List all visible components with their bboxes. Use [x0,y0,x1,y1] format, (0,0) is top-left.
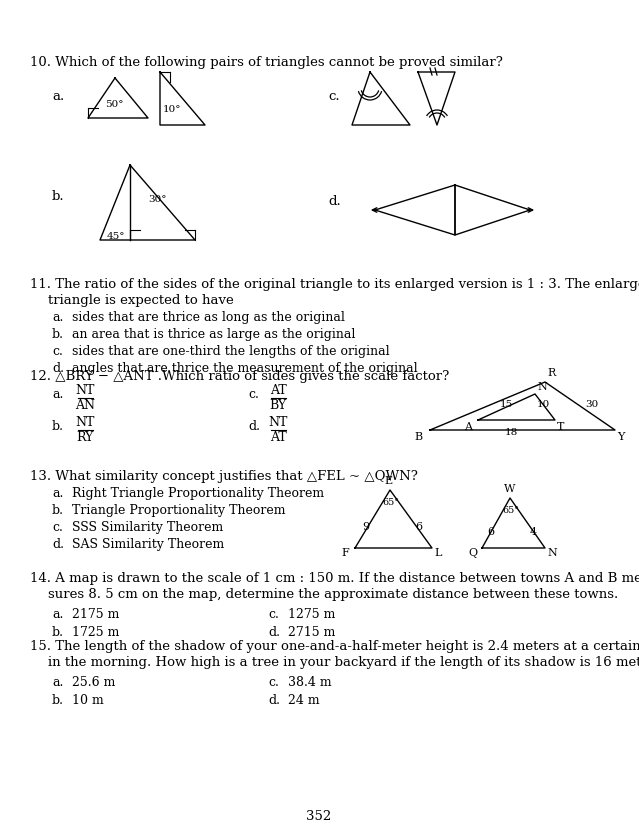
Text: a.: a. [52,487,63,500]
Text: angles that are thrice the measurement of the original: angles that are thrice the measurement o… [72,362,418,375]
Text: 10. Which of the following pairs of triangles cannot be proved similar?: 10. Which of the following pairs of tria… [30,56,503,69]
Text: NT: NT [75,416,95,429]
Text: F: F [341,548,349,558]
Text: c.: c. [52,345,63,358]
Text: d.: d. [268,694,280,707]
Text: 25.6 m: 25.6 m [72,676,116,689]
Text: 50°: 50° [105,100,123,109]
Text: T: T [557,422,564,432]
Text: c.: c. [328,90,339,103]
Text: 30°: 30° [148,195,167,204]
Text: BY: BY [270,399,287,412]
Text: 10: 10 [537,400,550,409]
Text: d.: d. [268,626,280,639]
Text: d.: d. [328,195,341,208]
Text: b.: b. [52,190,65,203]
Text: b.: b. [52,328,64,341]
Text: 24 m: 24 m [288,694,320,707]
Text: 9: 9 [362,522,369,532]
Text: 65°: 65° [382,498,399,507]
Text: 6: 6 [415,522,422,532]
Text: NT: NT [75,384,95,397]
Text: 6: 6 [487,527,494,537]
Text: Right Triangle Proportionality Theorem: Right Triangle Proportionality Theorem [72,487,324,500]
Text: AT: AT [270,431,286,444]
Text: sides that are one-third the lengths of the original: sides that are one-third the lengths of … [72,345,390,358]
Text: 14. A map is drawn to the scale of 1 cm : 150 m. If the distance between towns A: 14. A map is drawn to the scale of 1 cm … [30,572,639,585]
Text: a.: a. [52,676,63,689]
Text: 30: 30 [585,400,598,409]
Text: 45°: 45° [107,232,125,241]
Text: c.: c. [268,608,279,621]
Text: 1275 m: 1275 m [288,608,335,621]
Text: b.: b. [52,420,64,433]
Text: b.: b. [52,626,64,639]
Text: RY: RY [76,431,94,444]
Text: 15: 15 [500,400,513,409]
Text: N: N [537,382,547,392]
Text: a.: a. [52,608,63,621]
Text: SAS Similarity Theorem: SAS Similarity Theorem [72,538,224,551]
Text: SSS Similarity Theorem: SSS Similarity Theorem [72,521,223,534]
Text: R: R [547,368,555,378]
Text: in the morning. How high is a tree in your backyard if the length of its shadow : in the morning. How high is a tree in yo… [48,656,639,669]
Text: sides that are thrice as long as the original: sides that are thrice as long as the ori… [72,311,345,324]
Text: d.: d. [248,420,260,433]
Text: 10 m: 10 m [72,694,104,707]
Text: 4: 4 [530,527,537,537]
Text: c.: c. [52,521,63,534]
Text: c.: c. [248,388,259,401]
Text: E: E [384,476,392,486]
Text: 18: 18 [505,428,518,437]
Text: b.: b. [52,504,64,517]
Text: a.: a. [52,388,63,401]
Text: W: W [504,484,516,494]
Text: sures 8. 5 cm on the map, determine the approximate distance between these towns: sures 8. 5 cm on the map, determine the … [48,588,619,601]
Text: 12. △BRY − △ANT .Which ratio of sides gives the scale factor?: 12. △BRY − △ANT .Which ratio of sides gi… [30,370,449,383]
Text: 13. What similarity concept justifies that △FEL ~ △QWN?: 13. What similarity concept justifies th… [30,470,418,483]
Text: NT: NT [268,416,288,429]
Text: 2175 m: 2175 m [72,608,119,621]
Text: 1725 m: 1725 m [72,626,119,639]
Text: L: L [434,548,442,558]
Text: d.: d. [52,362,64,375]
Text: 11. The ratio of the sides of the original triangle to its enlarged version is 1: 11. The ratio of the sides of the origin… [30,278,639,291]
Text: a.: a. [52,90,65,103]
Text: b.: b. [52,694,64,707]
Text: AT: AT [270,384,286,397]
Text: 352: 352 [306,810,332,823]
Text: 10°: 10° [163,105,181,114]
Text: a.: a. [52,311,63,324]
Text: AN: AN [75,399,95,412]
Text: 65°: 65° [502,506,519,515]
Text: triangle is expected to have: triangle is expected to have [48,294,234,307]
Text: 2715 m: 2715 m [288,626,335,639]
Text: 15. The length of the shadow of your one-and-a-half-meter height is 2.4 meters a: 15. The length of the shadow of your one… [30,640,639,653]
Text: c.: c. [268,676,279,689]
Text: an area that is thrice as large as the original: an area that is thrice as large as the o… [72,328,355,341]
Text: N: N [547,548,557,558]
Text: d.: d. [52,538,64,551]
Text: Y: Y [617,432,624,442]
Text: Triangle Proportionality Theorem: Triangle Proportionality Theorem [72,504,286,517]
Text: B: B [414,432,422,442]
Text: 38.4 m: 38.4 m [288,676,332,689]
Text: Q: Q [468,548,477,558]
Text: A: A [464,422,472,432]
